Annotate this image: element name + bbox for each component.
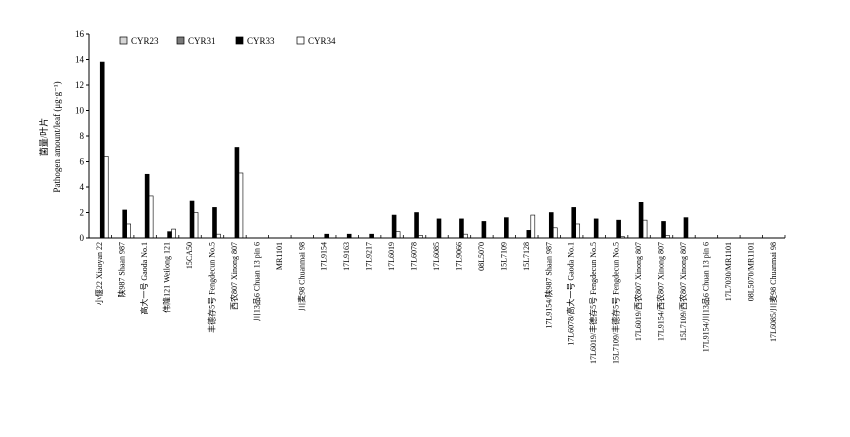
y-axis: 0 2 4 6 8 10 12 14 16 [75,29,90,243]
x-category-label: 高大一号 Gaoda No.1 [139,242,149,315]
bar-cyr33-4 [167,231,172,239]
x-category-label: 15CA50 [185,242,194,269]
x-category-label: 17L9163 [342,242,351,271]
x-category-label: 丰德存5号 Fengdecun No.5 [206,242,216,333]
bar-cyr33-27 [683,217,689,239]
bar-cyr33-6 [212,207,217,239]
bar-cyr33-5 [189,200,195,239]
y-tick-label: 2 [80,208,85,218]
x-category-label: 川麦98 Chuanmai 98 [296,242,306,311]
x-category-label: 17L6019/丰德存5号 Fengdecun No.5 [588,242,598,364]
x-category-label: 17L6085/川麦98 Chuanmai 98 [768,242,778,342]
bar-cyr34-17 [463,233,468,239]
y-tick-label: 6 [80,157,85,167]
x-category-label: 17L6085 [432,242,441,271]
x-category-label: 川13品6 Chuan 13 pin 6 [252,242,261,321]
legend-swatch-cyr34 [296,36,305,45]
bar-cyr33-24 [616,219,621,239]
x-category-label: 17L9066 [454,242,463,271]
legend-label-cyr23: CYR23 [131,36,159,46]
bars-group [99,61,689,239]
bar-cyr33-21 [548,212,554,239]
bar-cyr33-3 [144,173,150,239]
y-axis-label-cn: 菌量/叶片 [38,118,49,157]
x-category-label: 08L5070/MR1101 [746,242,755,301]
x-category-label: 陕987 Shaan 987 [117,242,127,298]
bar-cyr34-6 [216,233,221,239]
bar-cyr33-2 [122,209,127,239]
legend-swatch-cyr31 [176,36,185,45]
x-category-label: 15L7109/丰德存5号 Fengdecun No.5 [611,242,621,364]
bar-cyr33-22 [571,207,577,239]
bar-cyr33-13 [369,233,374,239]
bar-cyr33-19 [504,217,509,239]
bar-cyr33-25 [638,202,644,239]
bar-cyr34-7 [238,172,244,239]
bar-cyr33-23 [593,218,599,239]
x-category-label: 15L7109 [499,242,508,271]
x-category-label: MR1101 [275,242,284,270]
x-category-label: 17L9154/川13品6 Chuan 13 pin 6 [701,242,710,352]
y-axis-label-en: Pathogen amount/leaf (μg·g⁻¹) [52,81,62,192]
bar-cyr33-16 [436,218,442,239]
legend-label-cyr34: CYR34 [308,36,336,46]
x-category-label: 17L9154 [320,242,329,271]
bar-cyr34-20 [530,214,536,239]
bar-cyr34-25 [642,219,648,239]
bar-cyr34-1 [103,156,109,239]
legend-label-cyr31: CYR31 [188,36,216,46]
x-category-label: 17L9154/西农807 Xinong 807 [656,242,666,341]
bar-cyr33-26 [661,221,666,239]
y-tick-label: 14 [75,55,85,65]
bar-cyr34-22 [575,223,581,239]
y-tick-label: 8 [80,131,85,141]
bar-cyr33-12 [346,233,352,239]
x-category-label: 17L6078 [410,242,419,271]
x-category-label: 17L6019/西农807 Xinong 807 [633,242,643,341]
x-category-label: 08L5070 [477,242,486,271]
bar-cyr34-5 [193,212,199,239]
x-category-label: 15L7109/西农807 Xinong 807 [678,242,688,341]
bar-cyr33-7 [234,147,240,239]
bar-cyr34-2 [126,223,131,239]
bar-cyr34-4 [171,228,176,239]
bar-cyr34-3 [148,195,154,239]
bar-cyr33-15 [414,212,419,239]
x-category-label: 伟隆121 Weilong 121 [162,242,172,313]
bar-cyr33-20 [526,230,532,239]
x-axis: 小偃22 Xiaoyan 22 陕987 Shaan 987 高大一号 Gaoda … [89,235,786,364]
bar-cyr33-18 [481,221,487,239]
legend-label-cyr33: CYR33 [247,36,275,46]
bar-cyr34-14 [395,231,401,239]
bar-cyr33-17 [459,218,464,239]
x-category-label: 17L6078/高大一号 Gaoda No.1 [566,242,576,346]
bar-cyr33-11 [324,233,330,239]
bar-cyr33-14 [391,214,397,239]
y-tick-label: 10 [75,106,85,116]
y-tick-label: 16 [75,29,85,39]
y-tick-label: 12 [75,80,84,90]
x-category-label: 15L7128 [522,242,531,271]
x-category-label: 17L7030/MR1101 [724,242,733,301]
y-tick-label: 4 [80,182,85,192]
y-tick-label: 0 [80,233,85,243]
x-category-label: 17L6019 [387,242,396,271]
x-category-label: 小偃22 Xiaoyan 22 [94,242,104,305]
legend-swatch-cyr23 [119,36,128,45]
legend: CYR23 CYR31 CYR33 CYR34 [119,36,336,46]
bar-cyr34-21 [552,227,558,239]
x-category-label: 西农807 Xinong 807 [229,242,239,310]
x-category-label: 17L9154/陕987 Shaan 987 [543,242,553,329]
x-category-label: 17L9217 [365,242,374,271]
bar-cyr33-1 [99,61,105,239]
legend-swatch-cyr33 [235,36,244,45]
